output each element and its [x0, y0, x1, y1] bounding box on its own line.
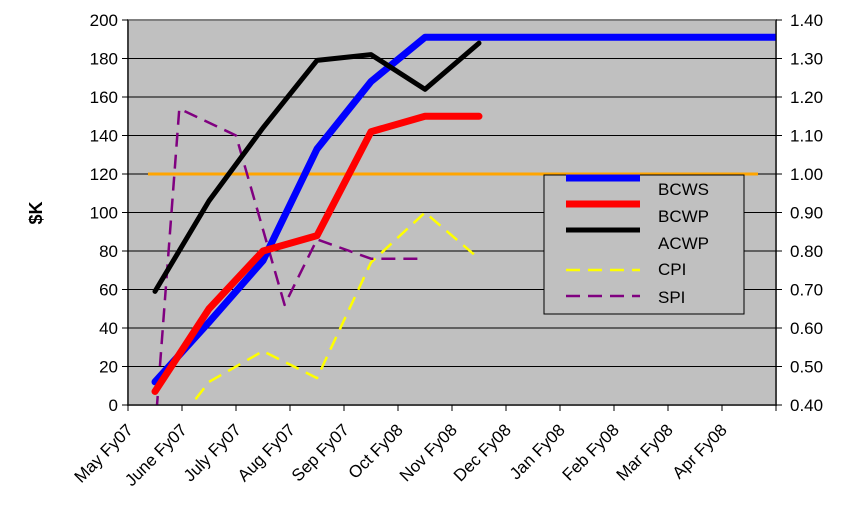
right-tick-label: 0.80: [790, 242, 823, 261]
left-axis: 0 20 40 60 80 100 120 140 160 180 200: [90, 11, 128, 415]
left-tick-label: 160: [90, 88, 118, 107]
x-tick-label: Dec Fy08: [450, 420, 515, 485]
x-tick-label: Aug Fy07: [234, 420, 299, 485]
y-axis-title: $K: [26, 201, 46, 224]
x-tick-label: Mar Fy08: [613, 420, 677, 484]
legend-label-spi: SPI: [658, 288, 685, 307]
left-tick-label: 140: [90, 127, 118, 146]
right-tick-label: 0.60: [790, 319, 823, 338]
x-tick-label: July Fy07: [180, 420, 245, 485]
right-tick-label: 1.40: [790, 11, 823, 30]
x-tick-label: Apr Fy08: [669, 420, 731, 482]
right-tick-label: 1.20: [790, 88, 823, 107]
series-line-cpi: [189, 211, 480, 405]
right-tick-label: 0.90: [790, 204, 823, 223]
x-tick-label: Nov Fy08: [396, 420, 461, 485]
right-tick-label: 0.40: [790, 396, 823, 415]
right-tick-label: 0.70: [790, 281, 823, 300]
right-tick-label: 1.00: [790, 165, 823, 184]
legend: BCWS BCWP ACWP CPI SPI: [543, 174, 745, 315]
series-line-bcwp: [151, 112, 483, 395]
left-tick-label: 120: [90, 165, 118, 184]
right-tick-label: 1.10: [790, 127, 823, 146]
x-tick-label: Sep Fy07: [288, 420, 353, 485]
legend-label-acwp: ACWP: [658, 234, 709, 253]
x-tick-label: Jan Fy08: [506, 420, 569, 483]
left-tick-label: 0: [109, 396, 118, 415]
x-tick-label: Feb Fy08: [559, 420, 623, 484]
legend-label-bcwp: BCWP: [658, 207, 709, 226]
series-line-spi: [155, 107, 425, 405]
legend-label-cpi: CPI: [658, 260, 686, 279]
legend-label-bcws: BCWS: [658, 180, 709, 199]
series-line-bcws: [151, 33, 776, 386]
right-tick-label: 1.30: [790, 50, 823, 69]
legend-box: [543, 174, 745, 315]
left-tick-label: 60: [99, 281, 118, 300]
left-tick-label: 20: [99, 358, 118, 377]
left-tick-label: 180: [90, 50, 118, 69]
series-line-acwp: [152, 40, 482, 294]
right-tick-label: 0.50: [790, 358, 823, 377]
right-axis: 0.40 0.50 0.60 0.70 0.80 0.90 1.00 1.10 1.20 1.30…: [776, 11, 823, 415]
series-layer: [148, 33, 776, 405]
left-tick-label: 200: [90, 11, 118, 30]
left-tick-label: 100: [90, 204, 118, 223]
left-tick-label: 80: [99, 242, 118, 261]
left-tick-label: 40: [99, 319, 118, 338]
